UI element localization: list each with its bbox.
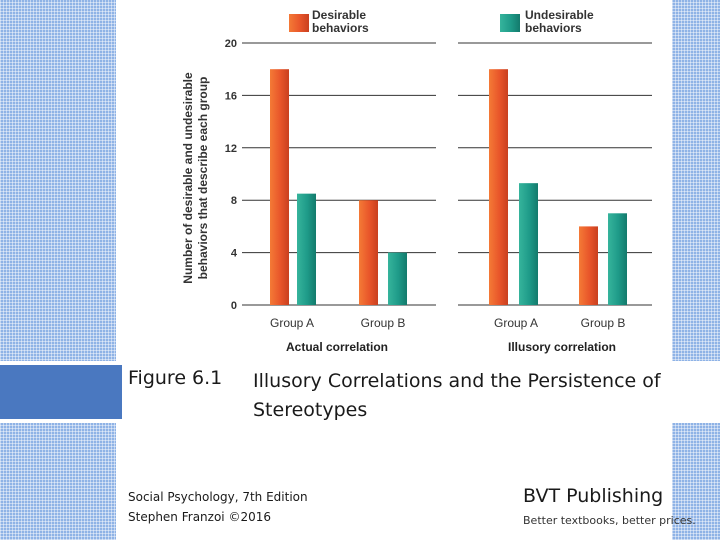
y-tick-label: 16 bbox=[225, 90, 237, 102]
figure-label: Figure 6.1 bbox=[128, 367, 223, 389]
chart-panel: Group A Group B Actual correlation Group A G… bbox=[170, 0, 672, 361]
legend-swatch bbox=[289, 14, 309, 32]
y-tick-label: 20 bbox=[225, 38, 237, 50]
bar bbox=[359, 200, 378, 305]
decorative-stripe-left bbox=[0, 0, 116, 540]
x-tick-label: Group A bbox=[270, 316, 314, 330]
bar bbox=[489, 69, 508, 305]
legend-label: Undesirable bbox=[525, 8, 594, 22]
author-line: Stephen Franzoi ©2016 bbox=[128, 510, 271, 524]
x-tick-label: Group B bbox=[581, 316, 626, 330]
y-tick-label: 4 bbox=[231, 248, 238, 260]
y-axis-label: behaviors that describe each group bbox=[196, 77, 210, 280]
y-axis-label: Number of desirable and undesirable bbox=[181, 72, 195, 284]
y-tick-label: 12 bbox=[225, 143, 237, 155]
legend-swatch bbox=[500, 14, 520, 32]
x-tick-label: Group B bbox=[361, 316, 406, 330]
bar bbox=[297, 193, 316, 305]
figure-title: Illusory Correlations and the Persistenc… bbox=[253, 370, 661, 421]
bar bbox=[270, 69, 289, 305]
book-title: Social Psychology, 7th Edition bbox=[128, 490, 308, 504]
legend-label: behaviors bbox=[312, 21, 369, 35]
bar bbox=[608, 213, 627, 305]
chart-title: Illusory correlation bbox=[508, 340, 616, 354]
legend-label: Desirable bbox=[312, 8, 366, 22]
y-tick-label: 8 bbox=[231, 195, 237, 207]
title-bar bbox=[0, 361, 720, 423]
publisher-tagline: Better textbooks, better prices. bbox=[523, 514, 696, 527]
legend-label: behaviors bbox=[525, 21, 582, 35]
publisher-name: BVT Publishing bbox=[523, 485, 664, 507]
bar bbox=[519, 183, 538, 305]
footer-area bbox=[122, 431, 672, 540]
decorative-stripe-right bbox=[672, 0, 720, 540]
bar bbox=[388, 252, 407, 305]
y-tick-label: 0 bbox=[231, 300, 237, 312]
bar bbox=[579, 226, 598, 305]
chart: Group A Group B Actual correlation Group A G… bbox=[181, 8, 652, 354]
chart-title: Actual correlation bbox=[286, 340, 388, 354]
x-tick-label: Group A bbox=[494, 316, 538, 330]
